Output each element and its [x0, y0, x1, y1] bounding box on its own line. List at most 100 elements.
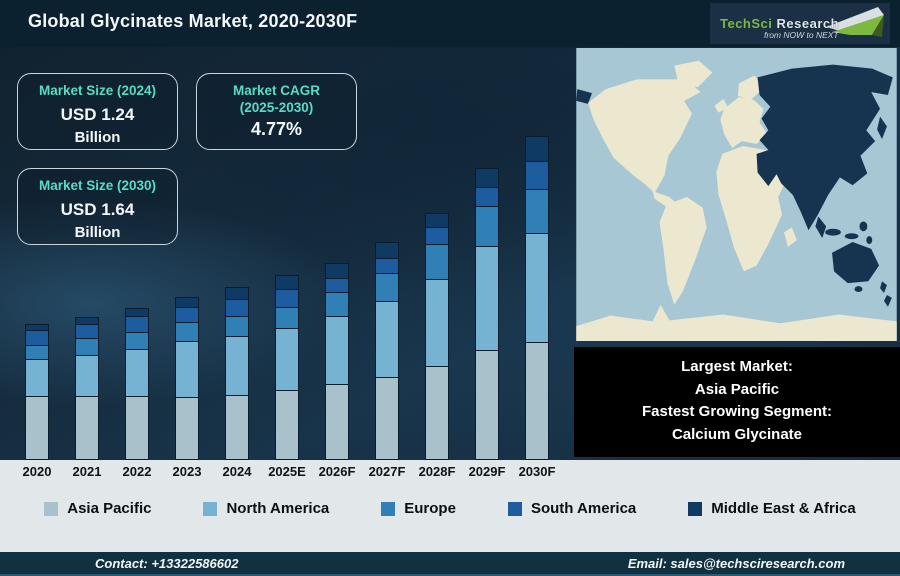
- logo-brand: TechSci Research: [720, 16, 839, 31]
- bar-segment: [25, 397, 49, 460]
- market-size-2030-value: USD 1.64: [60, 199, 135, 219]
- title-bar: Global Glycinates Market, 2020-2030F Tec…: [0, 0, 900, 47]
- bar-segment: [425, 213, 449, 228]
- market-size-2024-heading: Market Size (2024): [38, 83, 157, 98]
- bar-segment: [125, 317, 149, 333]
- bar-segment: [525, 343, 549, 460]
- footer-contact: Contact: +13322586602: [95, 555, 239, 571]
- legend-swatch: [381, 501, 396, 516]
- x-axis-label: 2022: [122, 464, 152, 479]
- bar-segment: [375, 274, 399, 302]
- bar-segment: [125, 333, 149, 350]
- x-axis-label: 2030F: [518, 464, 556, 479]
- bar-segment: [25, 324, 49, 331]
- market-size-2024-value: USD 1.24: [60, 104, 135, 124]
- x-axis-label: 2025E: [268, 464, 306, 479]
- x-axis-label: 2023: [172, 464, 202, 479]
- logo-arrow-icon: [826, 7, 884, 37]
- market-size-2024-box: Market Size (2024) USD 1.24 Billion: [17, 73, 178, 150]
- legend-label: Europe: [404, 500, 456, 517]
- callout-line-1: Largest Market:: [681, 358, 793, 375]
- bar-segment: [475, 168, 499, 188]
- bar-2024: [225, 287, 249, 460]
- market-cagr-box: Market CAGR (2025-2030) 4.77%: [196, 73, 357, 150]
- chart-stage: Market Size (2024) USD 1.24 Billion Mark…: [0, 47, 900, 460]
- footer-bar: Contact: +13322586602 Email: sales@techs…: [0, 552, 900, 576]
- legend-swatch: [44, 501, 59, 516]
- bar-segment: [175, 342, 199, 398]
- bar-segment: [475, 247, 499, 351]
- bar-segment: [25, 346, 49, 360]
- bar-2027F: [375, 242, 399, 460]
- bar-segment: [475, 351, 499, 460]
- market-cagr-value: 4.77%: [250, 118, 303, 139]
- callout-line-4: Calcium Glycinate: [671, 425, 803, 443]
- logo-brand-secondary: Research: [776, 16, 840, 31]
- legend-label: Middle East & Africa: [711, 500, 856, 517]
- legend-item: Europe: [381, 500, 456, 517]
- x-axis-label: 2029F: [468, 464, 506, 479]
- bar-segment: [425, 228, 449, 245]
- x-axis-label: 2027F: [368, 464, 406, 479]
- legend-item: North America: [203, 500, 329, 517]
- bar-segment: [375, 242, 399, 259]
- legend-label: Asia Pacific: [67, 500, 152, 517]
- bar-2026F: [325, 263, 349, 460]
- bar-segment: [475, 188, 499, 207]
- x-axis-label: 2021: [72, 464, 102, 479]
- bar-segment: [75, 356, 99, 397]
- bar-segment: [275, 329, 299, 391]
- bar-segment: [25, 331, 49, 346]
- bar-segment: [75, 325, 99, 339]
- logo-brand-primary: TechSci: [720, 16, 773, 31]
- bar-segment: [225, 317, 249, 337]
- bar-segment: [125, 397, 149, 460]
- bar-segment: [375, 302, 399, 378]
- bar-segment: [325, 385, 349, 460]
- world-map-svg: [576, 48, 897, 341]
- bar-segment: [325, 263, 349, 279]
- bar-segment: [325, 317, 349, 385]
- bar-2025E: [275, 275, 299, 460]
- bar-segment: [525, 190, 549, 234]
- bar-segment: [525, 162, 549, 190]
- techsci-logo: TechSci Research from NOW to NEXT: [710, 3, 890, 44]
- market-size-2030-heading: Market Size (2030): [38, 178, 157, 193]
- bar-segment: [225, 287, 249, 300]
- legend-item: South America: [507, 500, 636, 517]
- bar-2022: [125, 308, 149, 460]
- logo-tagline: from NOW to NEXT: [764, 30, 839, 40]
- bar-segment: [175, 297, 199, 308]
- stacked-bar-chart: [0, 47, 573, 460]
- bar-segment: [275, 275, 299, 290]
- bar-segment: [325, 293, 349, 317]
- bar-segment: [175, 308, 199, 323]
- footer-email: Email: sales@techsciresearch.com: [627, 555, 845, 571]
- legend-item: Middle East & Africa: [688, 500, 856, 517]
- bar-segment: [225, 300, 249, 317]
- bar-segment: [375, 378, 399, 460]
- bar-segment: [425, 280, 449, 367]
- bar-segment: [275, 290, 299, 308]
- largest-market-callout: Largest Market: Asia Pacific Fastest Gro…: [574, 347, 900, 457]
- x-axis-label: 2028F: [418, 464, 456, 479]
- market-cagr-heading: Market CAGR (2025-2030): [232, 83, 321, 115]
- bar-segment: [75, 317, 99, 325]
- bar-segment: [425, 367, 449, 460]
- legend-item: Asia Pacific: [44, 500, 151, 517]
- bar-2020: [25, 324, 49, 460]
- bar-segment: [125, 308, 149, 317]
- bar-segment: [275, 391, 299, 460]
- market-size-2030-unit: Billion: [74, 223, 121, 241]
- bar-2028F: [425, 213, 449, 460]
- page-title: Global Glycinates Market, 2020-2030F: [28, 11, 358, 31]
- bar-segment: [325, 279, 349, 293]
- bar-segment: [25, 360, 49, 397]
- bar-segment: [525, 136, 549, 162]
- callout-line-2: Asia Pacific: [694, 380, 780, 398]
- bar-2021: [75, 317, 99, 460]
- callout-line-3: Fastest Growing Segment:: [641, 403, 833, 420]
- bar-segment: [425, 245, 449, 280]
- bar-2023: [175, 297, 199, 460]
